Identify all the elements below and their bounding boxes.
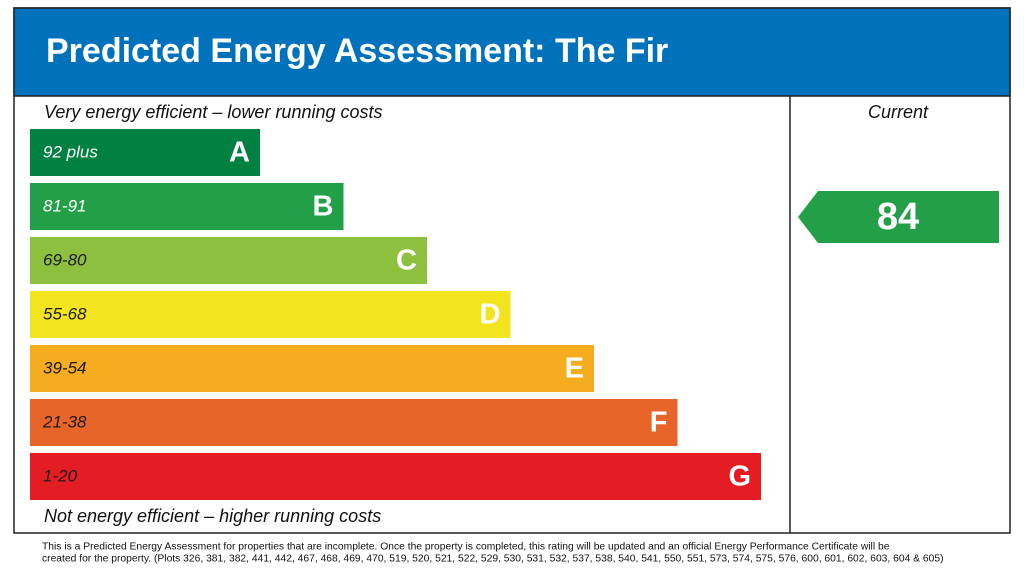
band-bar bbox=[30, 453, 761, 500]
footnote-line: created for the property. (Plots 326, 38… bbox=[42, 554, 944, 565]
band-letter: B bbox=[313, 191, 334, 223]
band-letter: E bbox=[565, 353, 584, 385]
band-range: 92 plus bbox=[43, 142, 98, 161]
band-bar bbox=[30, 129, 260, 176]
band-letter: C bbox=[396, 245, 417, 277]
top-label: Very energy efficient – lower running co… bbox=[44, 102, 383, 122]
band-letter: D bbox=[480, 299, 501, 331]
band-range: 69-80 bbox=[43, 250, 87, 269]
current-arrow bbox=[798, 191, 999, 243]
current-label: Current bbox=[868, 102, 929, 122]
band-bar bbox=[30, 237, 427, 284]
current-value: 84 bbox=[877, 196, 919, 238]
band-range: 21-38 bbox=[42, 412, 87, 431]
band-letter: A bbox=[229, 137, 250, 169]
band-bar bbox=[30, 291, 511, 338]
band-range: 39-54 bbox=[43, 358, 86, 377]
band-range: 1-20 bbox=[43, 466, 78, 485]
band-bar bbox=[30, 399, 678, 446]
bottom-label: Not energy efficient – higher running co… bbox=[44, 506, 381, 526]
header-bar bbox=[13, 7, 1011, 97]
band-range: 55-68 bbox=[43, 304, 87, 323]
footnote-line: This is a Predicted Energy Assessment fo… bbox=[42, 542, 890, 553]
band-range: 81-91 bbox=[43, 196, 86, 215]
band-bar bbox=[30, 183, 344, 230]
band-letter: G bbox=[728, 461, 751, 493]
band-bar bbox=[30, 345, 594, 392]
header-title: Predicted Energy Assessment: The Fir bbox=[46, 32, 668, 70]
band-letter: F bbox=[650, 407, 668, 439]
